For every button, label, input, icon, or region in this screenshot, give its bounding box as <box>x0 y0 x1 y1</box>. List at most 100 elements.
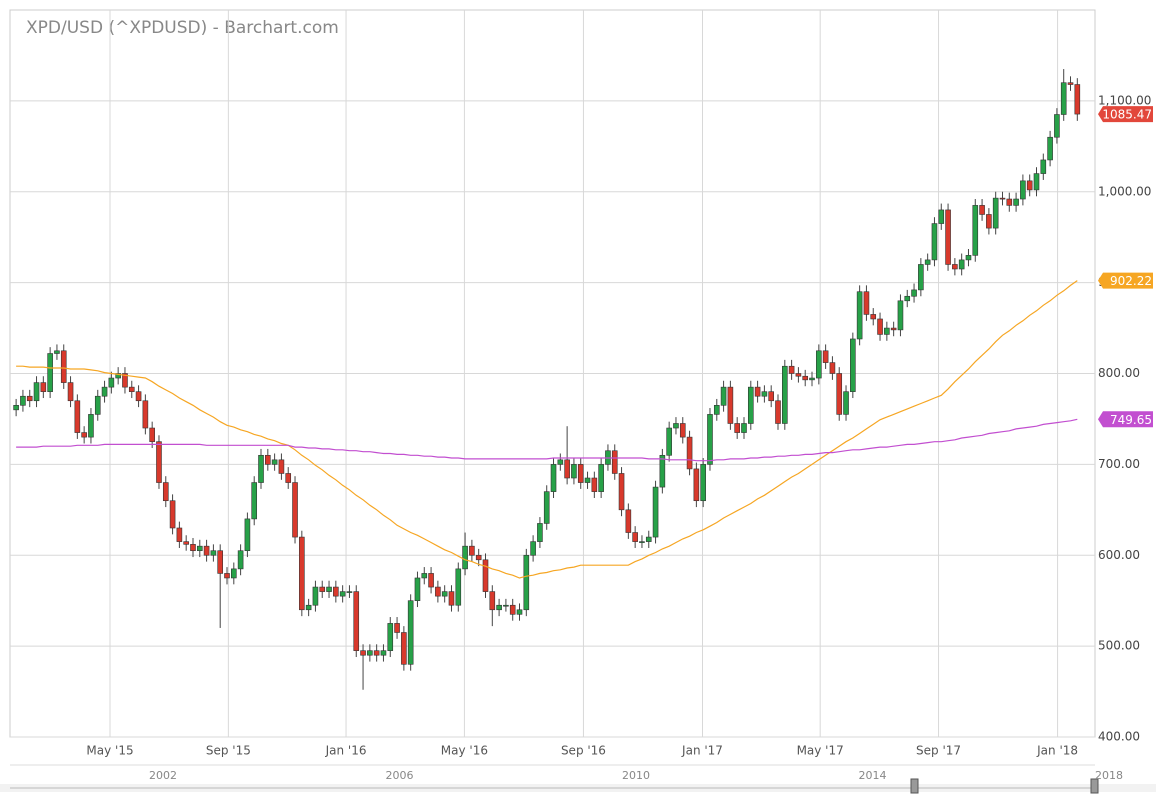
candle-body <box>645 536 652 542</box>
candle-body <box>904 295 911 302</box>
candle-body <box>537 523 543 542</box>
candle-body <box>237 550 244 570</box>
candle-body <box>299 536 305 611</box>
candle-body <box>162 482 169 502</box>
candle-body <box>999 197 1006 200</box>
candle-body <box>829 362 836 374</box>
candle-body <box>108 377 115 388</box>
candle-body <box>747 386 754 424</box>
ma-line <box>16 280 1078 579</box>
candle-body <box>1074 84 1081 115</box>
candle-body <box>88 414 94 438</box>
x-tick-label: Sep '16 <box>561 744 606 758</box>
candle-body <box>720 386 727 406</box>
candle-body <box>741 423 747 433</box>
candle-body <box>360 650 366 656</box>
candle-body <box>489 591 496 611</box>
candle-body <box>122 373 128 388</box>
candle-body <box>156 441 162 483</box>
candle-body <box>401 632 407 665</box>
candle-body <box>462 545 468 570</box>
candle-body <box>101 386 108 397</box>
candle-body <box>972 205 979 256</box>
x-tick-label: Jan '17 <box>681 744 723 758</box>
candle-body <box>428 573 434 588</box>
candle-body <box>60 350 67 383</box>
candle-body <box>292 482 298 538</box>
candle-body <box>890 327 897 331</box>
candle-body <box>333 586 339 597</box>
candle-body <box>625 509 632 533</box>
value-badge <box>1098 106 1153 123</box>
candle-body <box>577 464 584 483</box>
navigator-year: 2002 <box>149 769 177 782</box>
chart-title: XPD/USD (^XPDUSD) - Barchart.com <box>26 18 339 38</box>
candle-body <box>557 459 564 465</box>
navigator-year: 2010 <box>622 769 650 782</box>
y-tick-label: 600.00 <box>1098 548 1140 562</box>
y-tick-label: 400.00 <box>1098 730 1140 744</box>
navigator-handle[interactable] <box>910 778 919 794</box>
candle-body <box>734 423 740 433</box>
candle-body <box>54 350 60 354</box>
candle-body <box>543 491 550 524</box>
candle-body <box>856 291 863 340</box>
candle-body <box>632 532 638 542</box>
candle-body <box>115 373 121 379</box>
candle-body <box>523 554 530 611</box>
candle-body <box>666 427 672 456</box>
candle-body <box>128 386 135 392</box>
value-badge <box>1098 272 1153 289</box>
navigator-year: 2014 <box>859 769 887 782</box>
candle-body <box>319 586 326 592</box>
value-badge-label: 902.22 <box>1110 274 1152 288</box>
x-tick-label: Sep '15 <box>206 744 251 758</box>
ma-line <box>16 418 1078 462</box>
candle-body <box>938 209 945 224</box>
candle-body <box>965 255 972 261</box>
x-tick-label: May '16 <box>441 744 488 758</box>
y-tick-label: 800.00 <box>1098 366 1140 380</box>
value-badge-label: 1085.47 <box>1102 108 1152 122</box>
y-tick-label: 1,100.00 <box>1098 93 1151 107</box>
candle-body <box>244 518 251 552</box>
x-tick-label: May '15 <box>86 744 133 758</box>
candle-body <box>394 623 400 633</box>
y-tick-label: 500.00 <box>1098 639 1140 653</box>
candle-body <box>26 395 33 402</box>
candle-body <box>958 259 965 270</box>
candle-body <box>768 391 775 402</box>
candle-body <box>775 400 781 424</box>
navigator-year: 2018 <box>1095 769 1123 782</box>
candle-body <box>822 350 829 363</box>
candle-body <box>754 386 761 397</box>
candle-body <box>931 223 938 261</box>
value-badge-label: 749.65 <box>1110 413 1152 427</box>
candle-body <box>67 382 74 402</box>
candle-body <box>496 604 502 611</box>
candle-body <box>877 318 883 335</box>
navigator-year: 2006 <box>386 769 414 782</box>
candle-body <box>1060 82 1067 115</box>
candle-body <box>312 586 319 606</box>
candle-body <box>190 544 196 552</box>
candle-body <box>850 338 856 392</box>
candle-body <box>571 464 577 479</box>
candle-body <box>258 454 264 483</box>
candle-body <box>516 609 523 615</box>
candle-body <box>564 459 570 479</box>
x-tick-label: Jan '16 <box>325 744 367 758</box>
candle-body <box>503 604 509 607</box>
y-tick-label: 700.00 <box>1098 457 1140 471</box>
navigator-handle[interactable] <box>1090 778 1099 794</box>
candle-body <box>414 577 421 601</box>
candle-body <box>863 291 870 315</box>
candle-body <box>224 573 230 579</box>
candle-body <box>455 568 462 606</box>
candle-body <box>373 650 380 656</box>
candle-body <box>367 650 373 656</box>
candle-body <box>611 450 618 474</box>
candle-body <box>40 382 47 392</box>
candle-body <box>652 486 659 538</box>
